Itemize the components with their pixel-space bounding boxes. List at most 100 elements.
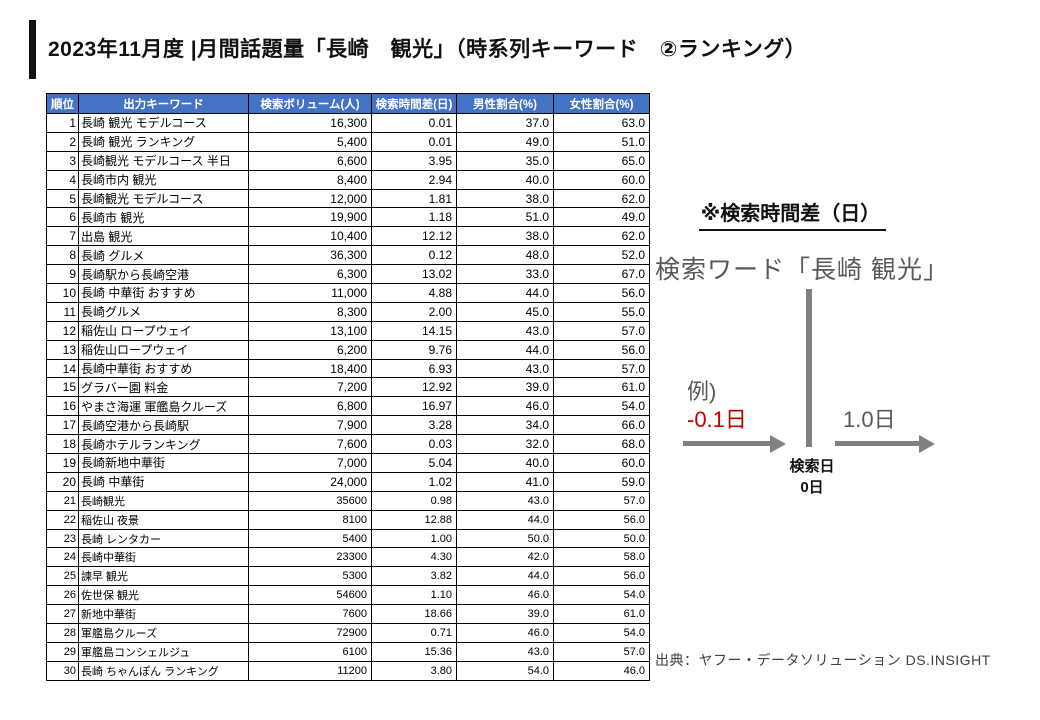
female-ratio-cell: 67.0 [553, 264, 650, 285]
keyword-cell: 稲佐山 ロープウェイ [78, 320, 249, 341]
axis-caption: 検索日 0日 [762, 456, 862, 498]
female-ratio-cell: 49.0 [553, 207, 650, 228]
rank-cell: 25 [46, 566, 79, 587]
keyword-cell: 長崎観光 [78, 490, 249, 511]
table-row: 29 軍艦島コンシェルジュ 6100 15.36 43.0 57.0 [46, 641, 650, 662]
rank-cell: 7 [46, 226, 79, 247]
keyword-cell: 長崎中華街 [78, 547, 249, 568]
male-ratio-cell: 34.0 [456, 415, 554, 436]
table-row: 10 長崎 中華街 おすすめ 11,000 4.88 44.0 56.0 [46, 283, 650, 303]
volume-cell: 35600 [248, 490, 372, 511]
female-ratio-cell: 51.0 [553, 131, 650, 152]
male-ratio-cell: 33.0 [456, 264, 554, 285]
volume-cell: 8,300 [248, 301, 372, 322]
source-note: 出典：ヤフー・データソリューション DS.INSIGHT [655, 652, 991, 668]
male-ratio-cell: 44.0 [456, 566, 554, 587]
rank-cell: 11 [46, 301, 79, 322]
time-diff-cell: 5.04 [371, 453, 457, 473]
volume-cell: 36,300 [248, 245, 372, 266]
rank-cell: 3 [46, 150, 79, 171]
volume-cell: 6,600 [248, 150, 372, 171]
time-diff-cell: 15.36 [371, 641, 457, 662]
volume-cell: 5300 [248, 566, 372, 587]
volume-cell: 7,900 [248, 415, 372, 436]
table-row: 6 長崎市 観光 19,900 1.18 51.0 49.0 [46, 207, 650, 228]
male-ratio-cell: 51.0 [456, 207, 554, 228]
header-female-ratio: 女性割合(%) [553, 93, 650, 114]
female-ratio-cell: 52.0 [553, 245, 650, 266]
male-ratio-cell: 39.0 [456, 377, 554, 398]
rank-cell: 13 [46, 339, 79, 360]
male-ratio-cell: 46.0 [456, 396, 554, 417]
keyword-cell: 長崎駅から長崎空港 [78, 264, 249, 285]
rank-cell: 2 [46, 131, 79, 152]
keyword-cell: 長崎 観光 ランキング [78, 131, 249, 152]
time-diff-cell: 14.15 [371, 320, 457, 341]
keyword-cell: 長崎市 観光 [78, 207, 249, 228]
male-ratio-cell: 41.0 [456, 471, 554, 492]
volume-cell: 12,000 [248, 188, 372, 209]
time-diff-cell: 0.01 [371, 131, 457, 152]
volume-cell: 6,800 [248, 396, 372, 417]
male-ratio-cell: 40.0 [456, 453, 554, 473]
time-diff-cell: 0.98 [371, 490, 457, 511]
table-row: 19 長崎新地中華街 7,000 5.04 40.0 60.0 [46, 453, 650, 473]
volume-cell: 7,000 [248, 453, 372, 473]
table-row: 11 長崎グルメ 8,300 2.00 45.0 55.0 [46, 301, 650, 322]
volume-cell: 5,400 [248, 131, 372, 152]
time-diff-cell: 1.81 [371, 188, 457, 209]
keyword-cell: 長崎 中華街 おすすめ [78, 283, 249, 303]
example-label: 例) [687, 379, 717, 404]
ranking-table-container: 順位 出力キーワード 検索ボリューム(人) 検索時間差(日) 男性割合(%) 女… [46, 93, 650, 681]
male-ratio-cell: 38.0 [456, 226, 554, 247]
time-diff-cell: 3.95 [371, 150, 457, 171]
male-ratio-cell: 37.0 [456, 113, 554, 133]
male-ratio-cell: 43.0 [456, 641, 554, 662]
keyword-cell: 出島 観光 [78, 226, 249, 247]
rank-cell: 10 [46, 283, 79, 303]
rank-cell: 30 [46, 660, 79, 681]
positive-arrow-line [835, 441, 920, 446]
rank-cell: 9 [46, 264, 79, 285]
time-diff-cell: 2.00 [371, 301, 457, 322]
time-diff-cell: 1.10 [371, 585, 457, 606]
volume-cell: 5400 [248, 528, 372, 549]
table-row: 7 出島 観光 10,400 12.12 38.0 62.0 [46, 226, 650, 247]
ranking-table-body: 1 長崎 観光 モデルコース 16,300 0.01 37.0 63.0 2 長崎 観光 ラン… [46, 113, 650, 681]
female-ratio-cell: 57.0 [553, 358, 650, 379]
table-row: 25 諫早 観光 5300 3.82 44.0 56.0 [46, 566, 650, 587]
time-diff-cell: 0.03 [371, 434, 457, 455]
time-diff-cell: 2.94 [371, 169, 457, 190]
axis-day-label: 検索日 [789, 458, 835, 475]
volume-cell: 7,200 [248, 377, 372, 398]
female-ratio-cell: 60.0 [553, 453, 650, 473]
time-diff-cell: 0.12 [371, 245, 457, 266]
male-ratio-cell: 45.0 [456, 301, 554, 322]
time-diff-cell: 1.02 [371, 471, 457, 492]
timeline-axis-line [806, 289, 812, 447]
female-ratio-cell: 56.0 [553, 283, 650, 303]
time-diff-cell: 1.18 [371, 207, 457, 228]
male-ratio-cell: 50.0 [456, 528, 554, 549]
rank-cell: 24 [46, 547, 79, 568]
table-row: 15 グラバー園 料金 7,200 12.92 39.0 61.0 [46, 377, 650, 398]
table-row: 20 長崎 中華街 24,000 1.02 41.0 59.0 [46, 471, 650, 492]
time-diff-cell: 12.92 [371, 377, 457, 398]
axis-zero-label: 0日 [800, 479, 824, 496]
female-ratio-cell: 62.0 [553, 226, 650, 247]
rank-cell: 4 [46, 169, 79, 190]
rank-cell: 6 [46, 207, 79, 228]
header-volume: 検索ボリューム(人) [248, 93, 372, 114]
male-ratio-cell: 48.0 [456, 245, 554, 266]
rank-cell: 5 [46, 188, 79, 209]
time-diff-cell: 13.02 [371, 264, 457, 285]
male-ratio-cell: 39.0 [456, 604, 554, 625]
time-diff-cell: 3.28 [371, 415, 457, 436]
female-ratio-cell: 60.0 [553, 169, 650, 190]
header-time-diff: 検索時間差(日) [371, 93, 457, 114]
rank-cell: 14 [46, 358, 79, 379]
time-diff-cell: 1.00 [371, 528, 457, 549]
table-row: 3 長崎観光 モデルコース 半日 6,600 3.95 35.0 65.0 [46, 150, 650, 171]
time-diff-cell: 3.80 [371, 660, 457, 681]
volume-cell: 24,000 [248, 471, 372, 492]
